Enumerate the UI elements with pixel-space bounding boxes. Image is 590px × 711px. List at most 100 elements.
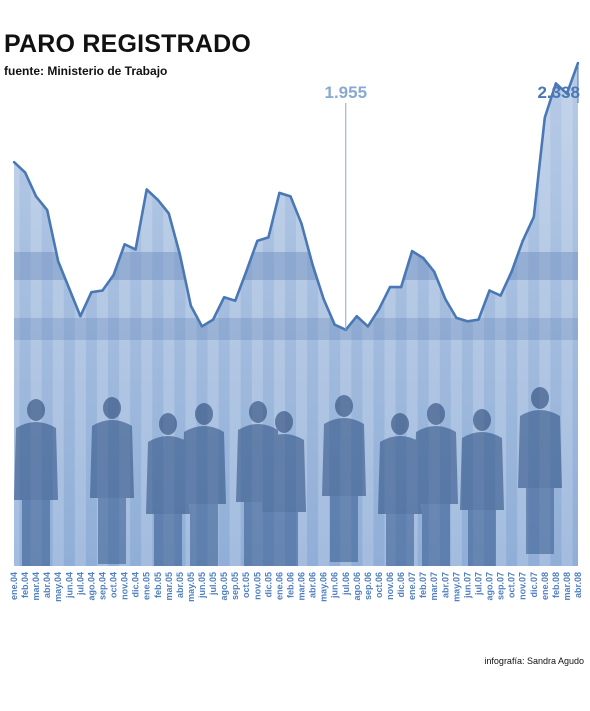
month-stripe	[30, 80, 42, 566]
x-tick-label: oct.07	[507, 572, 517, 598]
data-point	[267, 236, 270, 239]
person-silhouette	[460, 409, 504, 567]
month-stripe	[406, 80, 418, 566]
x-tick-label: ago.05	[219, 572, 229, 601]
data-point	[322, 297, 325, 301]
data-point	[256, 239, 259, 243]
annotation-label: 2.338	[537, 83, 580, 102]
month-stripe	[318, 80, 330, 566]
x-tick-label: dic.07	[529, 572, 539, 598]
data-point	[444, 297, 447, 301]
month-stripe	[74, 80, 86, 566]
x-tick-label: sep.05	[230, 572, 240, 600]
x-tick-label: abr.06	[308, 572, 318, 598]
data-point	[499, 294, 502, 297]
data-point	[477, 318, 480, 321]
month-stripe	[428, 80, 440, 566]
x-tick-label: may.06	[319, 572, 329, 602]
month-stripe	[185, 80, 197, 566]
data-point	[12, 160, 16, 164]
x-tick-label: ago.06	[352, 572, 362, 601]
x-tick-label: nov.05	[252, 572, 262, 600]
month-stripe	[207, 80, 219, 566]
x-tick-label: jul.05	[208, 572, 218, 596]
queue-photo	[14, 387, 562, 567]
x-tick-label: sep.06	[363, 572, 373, 600]
data-point	[377, 308, 381, 311]
x-tick-label: dic.05	[263, 572, 273, 598]
data-point	[68, 287, 71, 290]
x-tick-label: mar.08	[562, 572, 572, 601]
x-tick-label: ago.07	[485, 572, 495, 601]
x-tick-label: jun.05	[197, 572, 207, 599]
month-stripe	[472, 80, 484, 566]
month-stripe	[251, 80, 263, 566]
person-silhouette	[146, 413, 190, 567]
credit-text: infografía: Sandra Agudo	[484, 656, 584, 666]
data-point	[23, 171, 27, 174]
x-tick-label: feb.04	[20, 572, 30, 598]
data-point	[399, 285, 403, 289]
x-tick-label: ene.04	[9, 572, 19, 600]
data-point	[145, 188, 148, 191]
month-stripe	[52, 80, 64, 566]
data-point	[422, 256, 425, 260]
data-point	[388, 285, 392, 289]
x-tick-label: sep.07	[496, 572, 506, 600]
x-tick-label: feb.08	[551, 572, 561, 598]
data-point	[211, 318, 215, 321]
data-point	[46, 208, 49, 212]
data-point	[222, 296, 226, 299]
x-tick-label: abr.05	[175, 572, 185, 598]
x-tick-label: mar.07	[429, 572, 439, 601]
x-tick-label: nov.04	[120, 572, 130, 600]
person-silhouette	[262, 411, 306, 567]
person-silhouette	[518, 387, 562, 554]
data-point	[488, 289, 491, 292]
data-point	[112, 273, 115, 277]
data-point	[101, 289, 104, 292]
x-tick-label: abr.07	[440, 572, 450, 598]
x-tick-label: ene.05	[142, 572, 152, 600]
month-stripe	[296, 80, 308, 566]
x-tick-label: jul.06	[341, 572, 351, 596]
data-point	[200, 325, 204, 328]
series-line	[13, 62, 580, 332]
month-stripe	[517, 80, 529, 566]
x-tick-label: oct.04	[109, 572, 119, 598]
x-tick-label: mar.05	[164, 572, 174, 601]
x-tick-label: may.04	[53, 572, 63, 602]
x-tick-label: jul.04	[75, 572, 85, 596]
line-layer	[12, 61, 580, 332]
band	[14, 252, 578, 280]
data-point	[355, 315, 358, 318]
data-point	[123, 243, 126, 246]
x-tick-label: dic.04	[131, 572, 141, 598]
page-title: PARO REGISTRADO	[4, 30, 251, 58]
data-point	[90, 291, 93, 294]
x-tick-label: jun.04	[64, 572, 74, 599]
x-tick-label: ago.04	[86, 572, 96, 601]
month-stripe	[450, 80, 462, 566]
month-stripe	[141, 80, 153, 566]
band	[14, 318, 578, 340]
data-point	[466, 320, 469, 323]
data-point	[134, 248, 137, 251]
x-tick-label: sep.04	[97, 572, 107, 600]
x-tick-label: oct.05	[241, 572, 251, 598]
data-point	[554, 82, 558, 85]
data-point	[57, 260, 60, 263]
data-point	[278, 191, 281, 195]
data-point	[245, 270, 248, 273]
data-point	[333, 323, 336, 326]
month-stripe	[539, 80, 551, 566]
data-point	[455, 316, 458, 320]
annotation-label: 1.955	[324, 83, 367, 102]
data-point	[156, 198, 159, 201]
x-tick-label: ene.06	[274, 572, 284, 600]
data-point	[521, 239, 524, 243]
data-point	[34, 195, 38, 198]
x-axis-ticks: ene.04 feb.04 mar.04 abr.04 may.04 jun.04 jul.…	[9, 572, 583, 602]
x-tick-label: nov.07	[518, 572, 528, 600]
